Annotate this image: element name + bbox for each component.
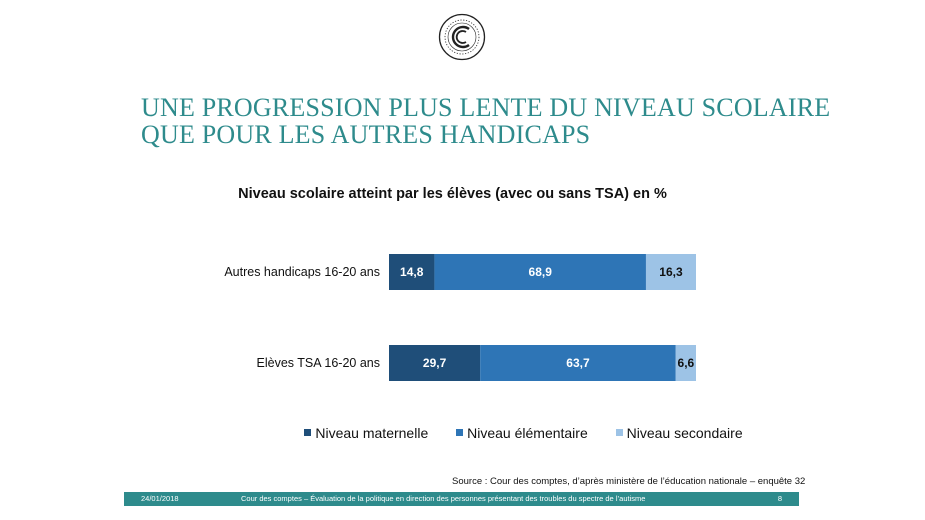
bar-segment — [675, 345, 696, 381]
bar-segment — [480, 345, 676, 381]
stacked-bar-chart: Autres handicaps 16-20 ans 14,8 68,9 16,3 El… — [224, 254, 696, 381]
legend-label-maternelle: Niveau maternelle — [315, 425, 429, 441]
chart-legend: Niveau maternelle Niveau élémentaire Niv… — [0, 425, 925, 441]
page-number: 8 — [777, 494, 782, 503]
bar-value-label: 16,3 — [659, 265, 683, 279]
bar-segment — [434, 254, 646, 290]
category-label: Autres handicaps 16-20 ans — [224, 265, 380, 279]
bar-value-label: 6,6 — [678, 356, 695, 370]
legend-item-secondaire: Niveau secondaire — [615, 425, 743, 441]
bar-segment — [389, 345, 481, 381]
bar-value-label: 68,9 — [529, 265, 553, 279]
footer-text: Cour des comptes – Évaluation de la poli… — [241, 494, 646, 503]
bar-value-label: 29,7 — [423, 356, 447, 370]
bar-value-label: 14,8 — [400, 265, 424, 279]
legend-label-secondaire: Niveau secondaire — [626, 425, 743, 441]
source-note: Source : Cour des comptes, d’après minis… — [452, 476, 806, 487]
cour-des-comptes-logo — [438, 13, 486, 61]
legend-swatch-maternelle — [304, 429, 312, 436]
category-label: Elèves TSA 16-20 ans — [257, 356, 380, 370]
legend-label-elementaire: Niveau élémentaire — [467, 425, 588, 441]
legend-item-elementaire: Niveau élémentaire — [456, 425, 588, 441]
bar-segment — [645, 254, 696, 290]
bar-segment — [389, 254, 435, 290]
footer-bar: 24/01/2018 Cour des comptes – Évaluation… — [124, 492, 799, 506]
bar-value-label: 63,7 — [566, 356, 590, 370]
legend-swatch-secondaire — [615, 429, 623, 436]
legend-item-maternelle: Niveau maternelle — [304, 425, 428, 441]
slide-title: UNE PROGRESSION PLUS LENTE DU NIVEAU SCO… — [141, 93, 831, 149]
chart-title: Niveau scolaire atteint par les élèves (… — [238, 186, 667, 202]
legend-swatch-elementaire — [456, 429, 464, 436]
footer-date: 24/01/2018 — [141, 494, 179, 503]
